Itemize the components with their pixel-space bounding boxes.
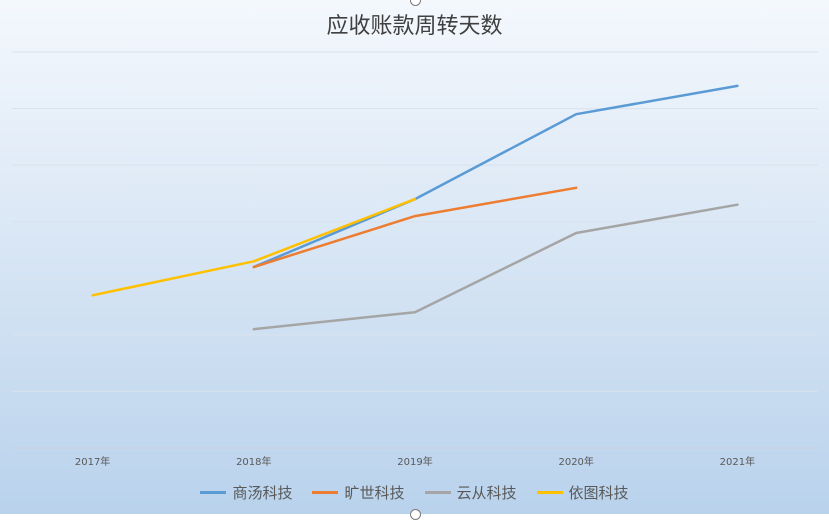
x-tick-label: 2021年: [720, 455, 755, 468]
series-line: [252, 186, 578, 269]
legend-item: 云从科技: [424, 482, 517, 503]
legend-label: 商汤科技: [232, 484, 293, 502]
x-tick-label: 2017年: [75, 455, 110, 468]
x-axis-ticks: 2017年 2018年 2019年 2020年 2021年: [75, 455, 755, 468]
series-line: [252, 203, 739, 331]
legend: 商汤科技 旷世科技 云从科技 依图科技: [0, 482, 829, 503]
legend-swatch: [312, 491, 339, 494]
chart-title: 应收账款周转天数: [326, 14, 503, 39]
legend-item: 商汤科技: [200, 482, 292, 503]
legend-label: 旷世科技: [344, 484, 405, 502]
series-line: [91, 197, 417, 297]
legend-item: 旷世科技: [312, 482, 405, 503]
series-line: [252, 84, 739, 269]
legend-label: 云从科技: [456, 484, 517, 502]
legend-item: 依图科技: [536, 482, 629, 503]
legend-swatch: [424, 491, 451, 494]
legend-swatch: [536, 491, 563, 494]
legend-label: 依图科技: [568, 484, 629, 502]
legend-swatch: [200, 491, 227, 494]
series-lines: [91, 84, 739, 331]
x-tick-label: 2019年: [397, 455, 432, 468]
bottom-resize-handle[interactable]: [410, 509, 421, 520]
x-tick-label: 2018年: [236, 455, 271, 468]
x-tick-label: 2020年: [558, 455, 593, 468]
gridlines: [12, 51, 818, 449]
